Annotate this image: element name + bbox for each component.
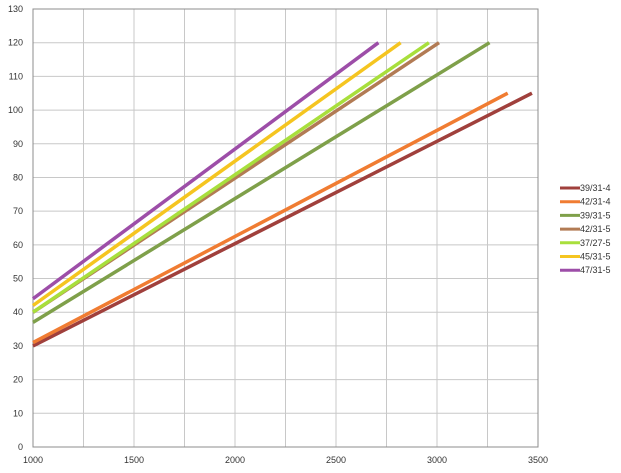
y-tick-label: 120: [8, 38, 23, 48]
series-line-42-31-4: [32, 91, 509, 345]
y-tick-label: 50: [13, 274, 23, 284]
x-tick-label: 2000: [225, 455, 245, 465]
y-tick-label: 80: [13, 172, 23, 182]
legend-label: 42/31-5: [580, 224, 611, 234]
y-tick-label: 40: [13, 307, 23, 317]
y-tick-label: 70: [13, 206, 23, 216]
y-tick-label: 100: [8, 105, 23, 115]
legend-label: 42/31-4: [580, 197, 611, 207]
series-line-47-31-5: [31, 41, 380, 301]
series-line-39-31-4: [32, 91, 533, 348]
series-line-37-27-5: [32, 41, 430, 314]
y-tick-label: 90: [13, 139, 23, 149]
legend-label: 45/31-5: [580, 252, 611, 262]
series-line-45-31-5: [31, 41, 402, 307]
x-tick-label: 1000: [23, 455, 43, 465]
y-tick-label: 20: [13, 375, 23, 385]
legend-label: 47/31-5: [580, 265, 611, 275]
y-tick-label: 30: [13, 341, 23, 351]
x-tick-label: 3000: [427, 455, 447, 465]
legend-label: 39/31-5: [580, 210, 611, 220]
y-tick-label: 60: [13, 240, 23, 250]
y-tick-label: 110: [9, 71, 23, 81]
y-axis-tick-labels: 0 10 20 30 40 50 60 70 80 90 100 110 120 130: [8, 4, 23, 452]
y-tick-label: 130: [8, 4, 23, 14]
plot-area-border: [32, 8, 539, 448]
series-lines: [31, 41, 533, 348]
legend-label: 39/31-4: [580, 183, 611, 193]
x-tick-label: 3500: [528, 455, 548, 465]
x-tick-label: 1500: [124, 455, 144, 465]
x-tick-label: 2500: [326, 455, 346, 465]
y-tick-label: 0: [18, 442, 23, 452]
legend-label: 37/27-5: [580, 238, 611, 248]
y-tick-label: 10: [13, 408, 23, 418]
legend: 39/31-4 42/31-4 39/31-5 42/31-5 37/27-5 45/31…: [560, 183, 611, 275]
series-line-39-31-5: [32, 41, 491, 324]
x-axis-tick-labels: 1000 1500 2000 2500 3000 3500: [23, 455, 548, 465]
